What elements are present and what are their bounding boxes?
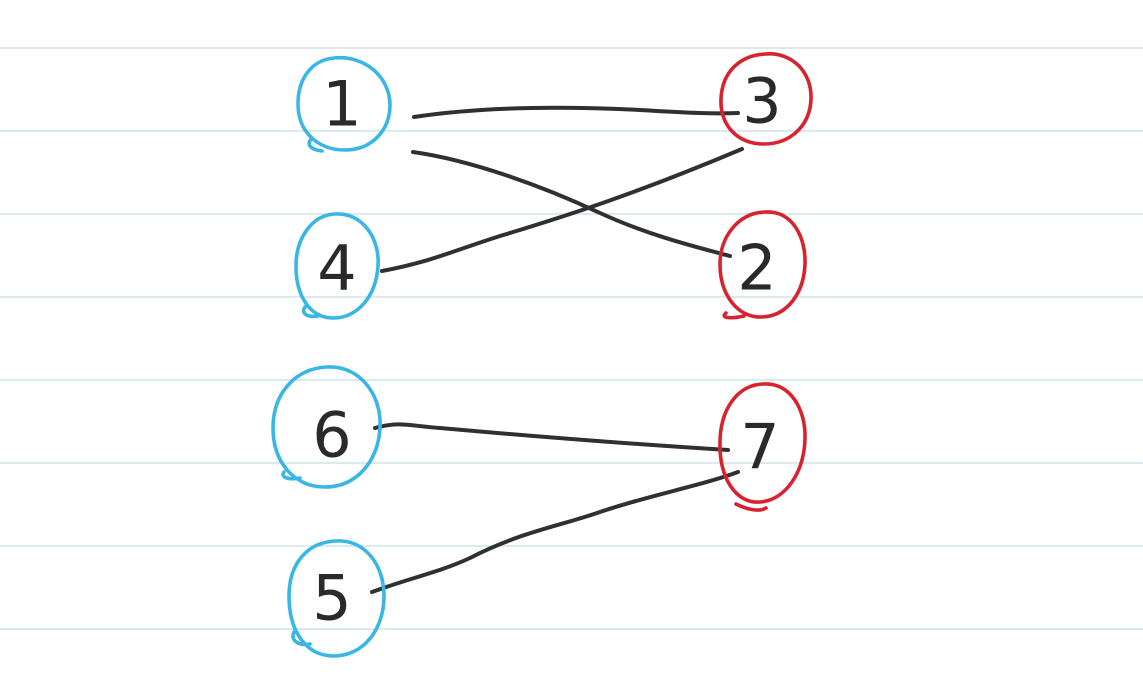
- node-ring: [296, 56, 392, 153]
- node-label: 5: [312, 562, 351, 635]
- node-label: 1: [322, 68, 361, 141]
- node-7: 7: [718, 382, 807, 512]
- node-1: 1: [296, 56, 392, 153]
- node-label: 3: [742, 65, 781, 138]
- node-2: 2: [718, 210, 807, 320]
- node-ring: [294, 212, 380, 320]
- node-label: 4: [317, 232, 356, 305]
- node-ring: [718, 382, 807, 512]
- node-ring: [718, 210, 807, 320]
- node-label: 6: [312, 399, 351, 472]
- edge-6-7: [373, 422, 730, 452]
- node-label: 7: [740, 411, 779, 484]
- edge-1-3: [412, 105, 740, 119]
- edge-4-3: [380, 147, 744, 273]
- node-label: 2: [737, 232, 776, 305]
- edges: [370, 105, 744, 594]
- left-node-group: 1 4 6 5: [271, 56, 392, 658]
- node-ring: [287, 539, 386, 658]
- node-ring: [271, 365, 382, 489]
- right-node-group: 3 2 7: [718, 52, 813, 512]
- edge-1-2: [411, 150, 732, 258]
- node-ring: [719, 52, 813, 146]
- ruled-lines: [0, 47, 1143, 630]
- node-5: 5: [287, 539, 386, 658]
- node-4: 4: [294, 212, 380, 320]
- node-6: 6: [271, 365, 382, 489]
- edge-5-7: [370, 470, 740, 594]
- node-3: 3: [719, 52, 813, 146]
